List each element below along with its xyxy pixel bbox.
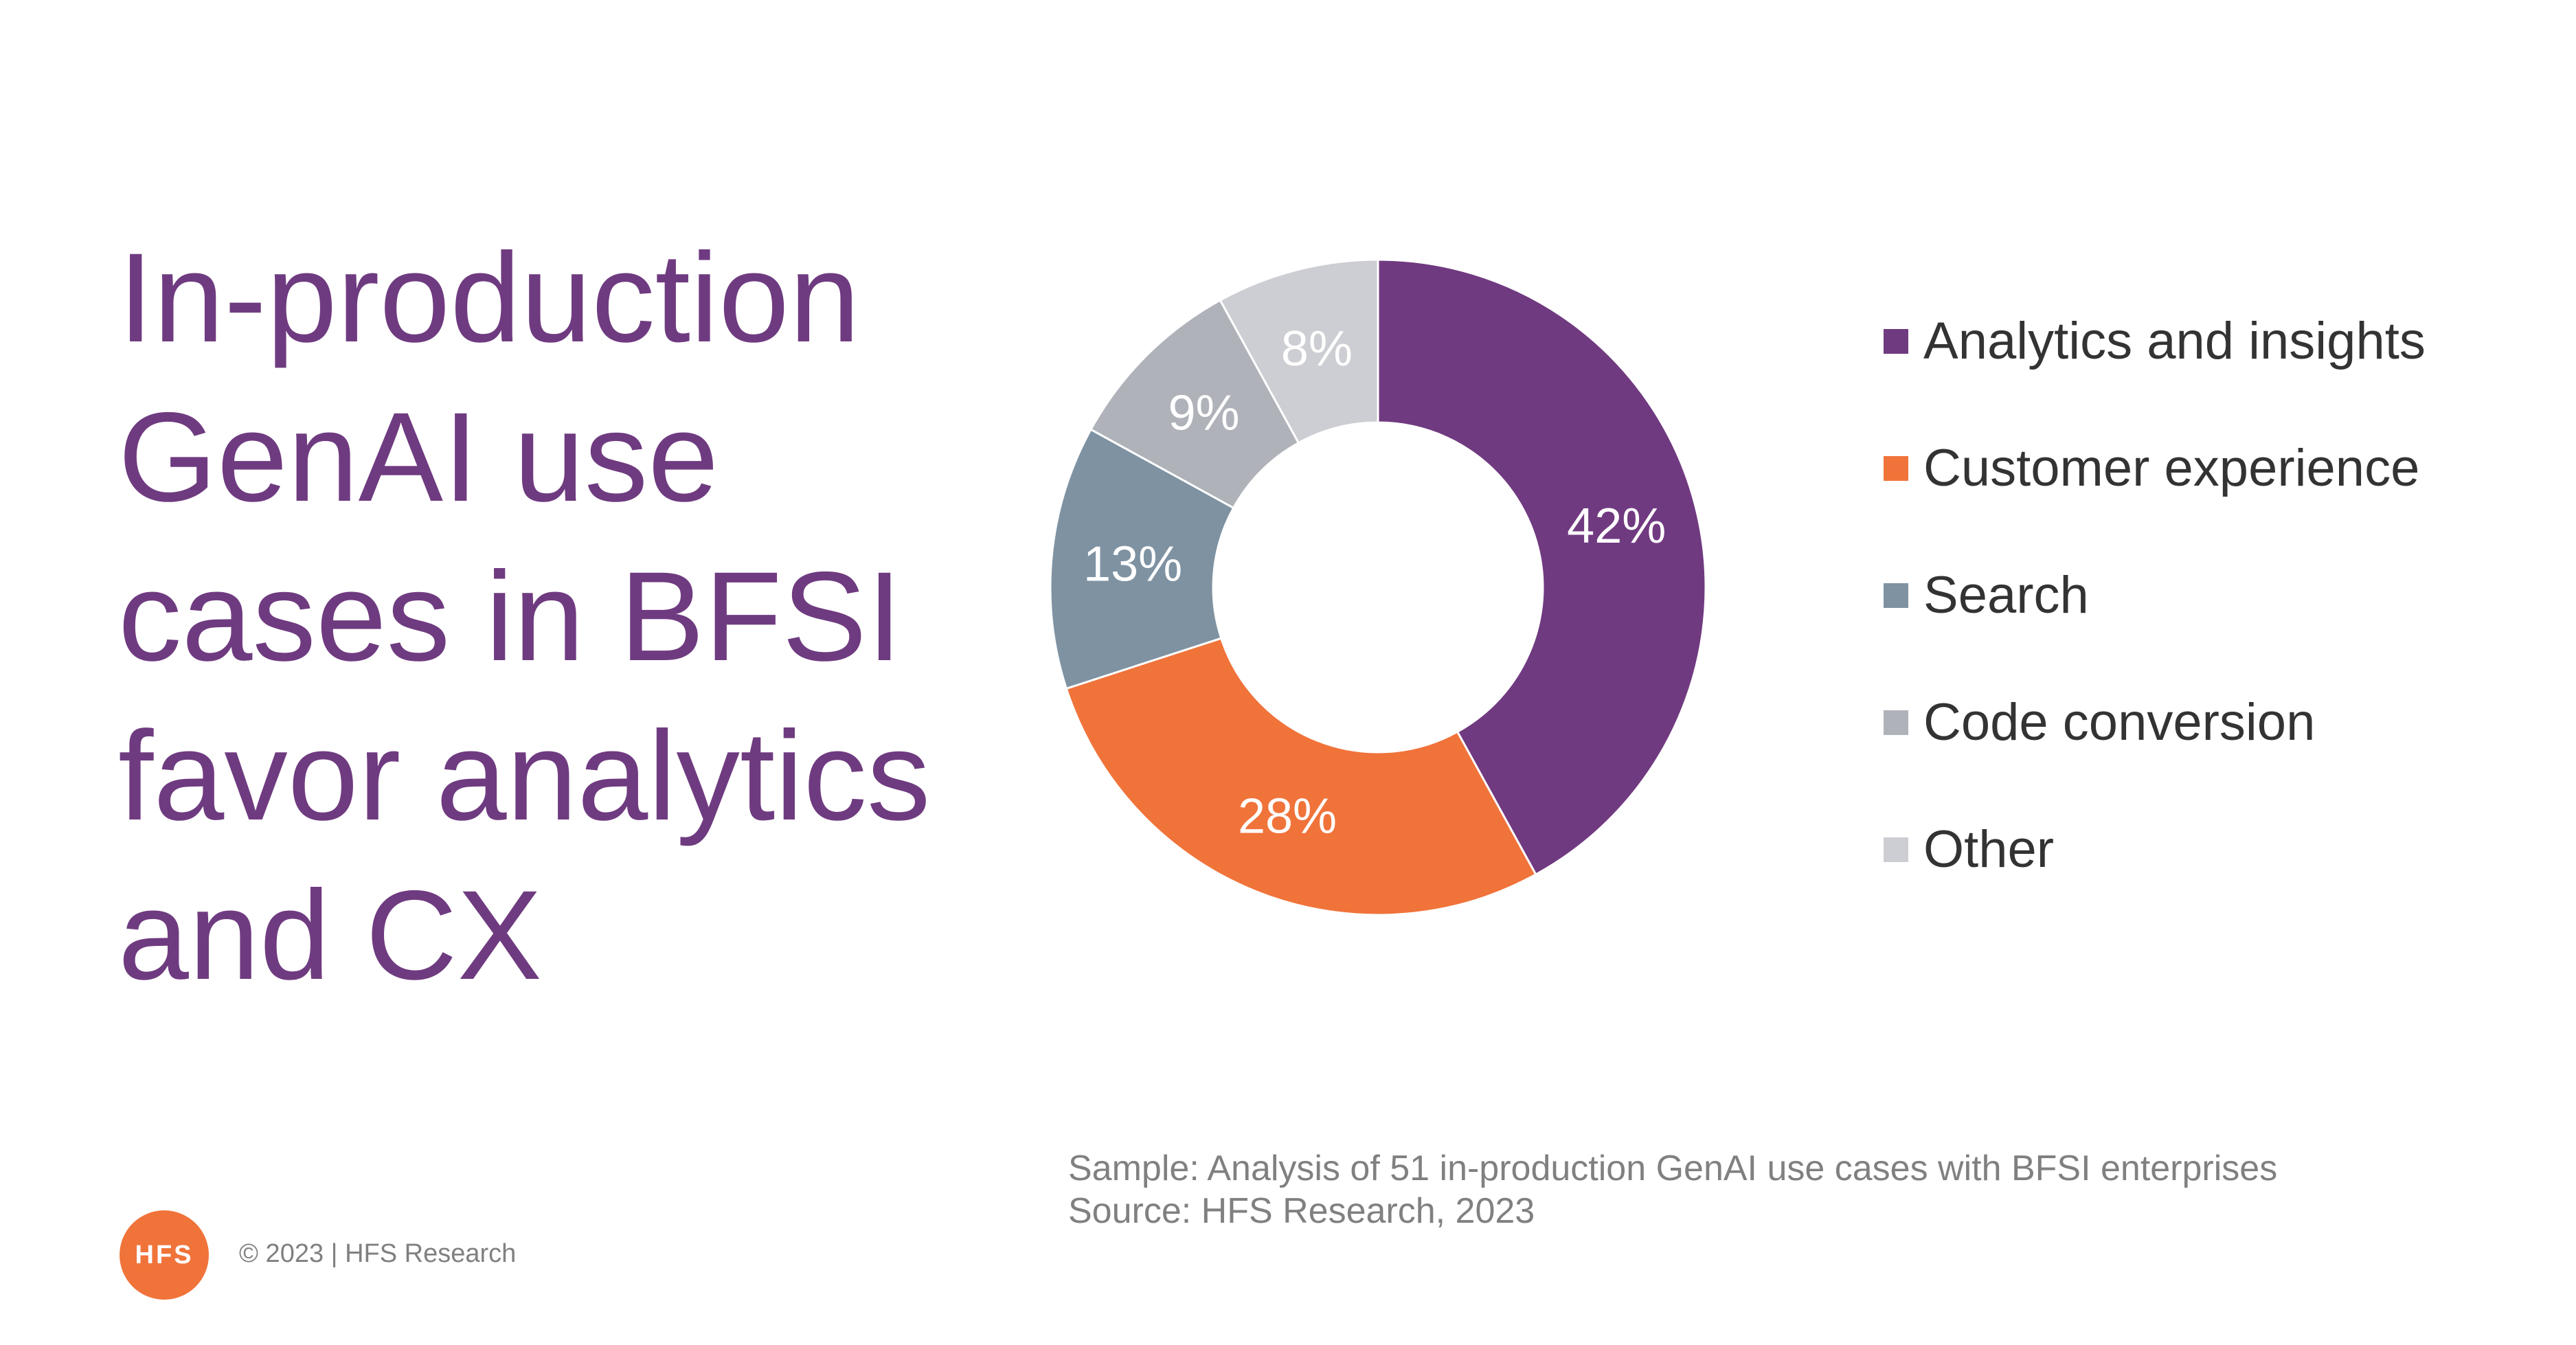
- chart-footnote: Sample: Analysis of 51 in-production Gen…: [1068, 1147, 2277, 1232]
- legend-label-code-conversion: Code conversion: [1923, 693, 2316, 751]
- donut-slice-other: [1219, 258, 1379, 444]
- donut-slice-search: [1049, 428, 1235, 690]
- legend-item-other: Other: [1884, 786, 2426, 913]
- slice-label-other: 8%: [1281, 321, 1353, 376]
- hfs-logo: HFS: [120, 1210, 209, 1300]
- slice-label-customer-experience: 28%: [1238, 789, 1337, 844]
- legend-item-search: Search: [1884, 532, 2426, 659]
- legend-label-customer-experience: Customer experience: [1923, 439, 2420, 497]
- title-line-1: In-production: [118, 227, 860, 369]
- legend-label-other: Other: [1923, 820, 2055, 879]
- legend-swatch-code-conversion: [1884, 710, 1908, 735]
- slice-label-analytics: 42%: [1567, 499, 1666, 554]
- title-line-4: favor analytics: [118, 705, 931, 847]
- legend-swatch-analytics: [1884, 328, 1908, 354]
- copyright-text: © 2023 | HFS Research: [239, 1239, 517, 1268]
- legend-label-search: Search: [1923, 566, 2089, 624]
- sample-note: Sample: Analysis of 51 in-production Gen…: [1068, 1149, 2278, 1188]
- slice-label-search: 13%: [1083, 536, 1182, 591]
- title-line-2: GenAI use: [118, 387, 719, 528]
- donut-slice-customer-experience: [1065, 637, 1537, 916]
- legend-label-analytics: Analytics and insights: [1923, 312, 2426, 370]
- legend-swatch-search: [1884, 583, 1908, 608]
- chart-legend: Analytics and insights Customer experien…: [1884, 278, 2426, 913]
- legend-swatch-other: [1884, 837, 1908, 862]
- logo-text: HFS: [135, 1240, 194, 1269]
- legend-item-code-conversion: Code conversion: [1884, 659, 2426, 786]
- donut-slice-analytics: [1377, 258, 1707, 877]
- legend-item-customer-experience: Customer experience: [1884, 405, 2426, 532]
- title-line-5: and CX: [118, 865, 543, 1006]
- slice-label-code-conversion: 9%: [1168, 386, 1239, 441]
- title-line-3: cases in BFSI: [118, 546, 903, 688]
- page-title: In-production GenAI use cases in BFSI fa…: [118, 218, 1011, 1015]
- source-note: Source: HFS Research, 2023: [1068, 1191, 1535, 1231]
- legend-item-analytics: Analytics and insights: [1884, 278, 2426, 405]
- legend-swatch-customer-experience: [1884, 455, 1908, 481]
